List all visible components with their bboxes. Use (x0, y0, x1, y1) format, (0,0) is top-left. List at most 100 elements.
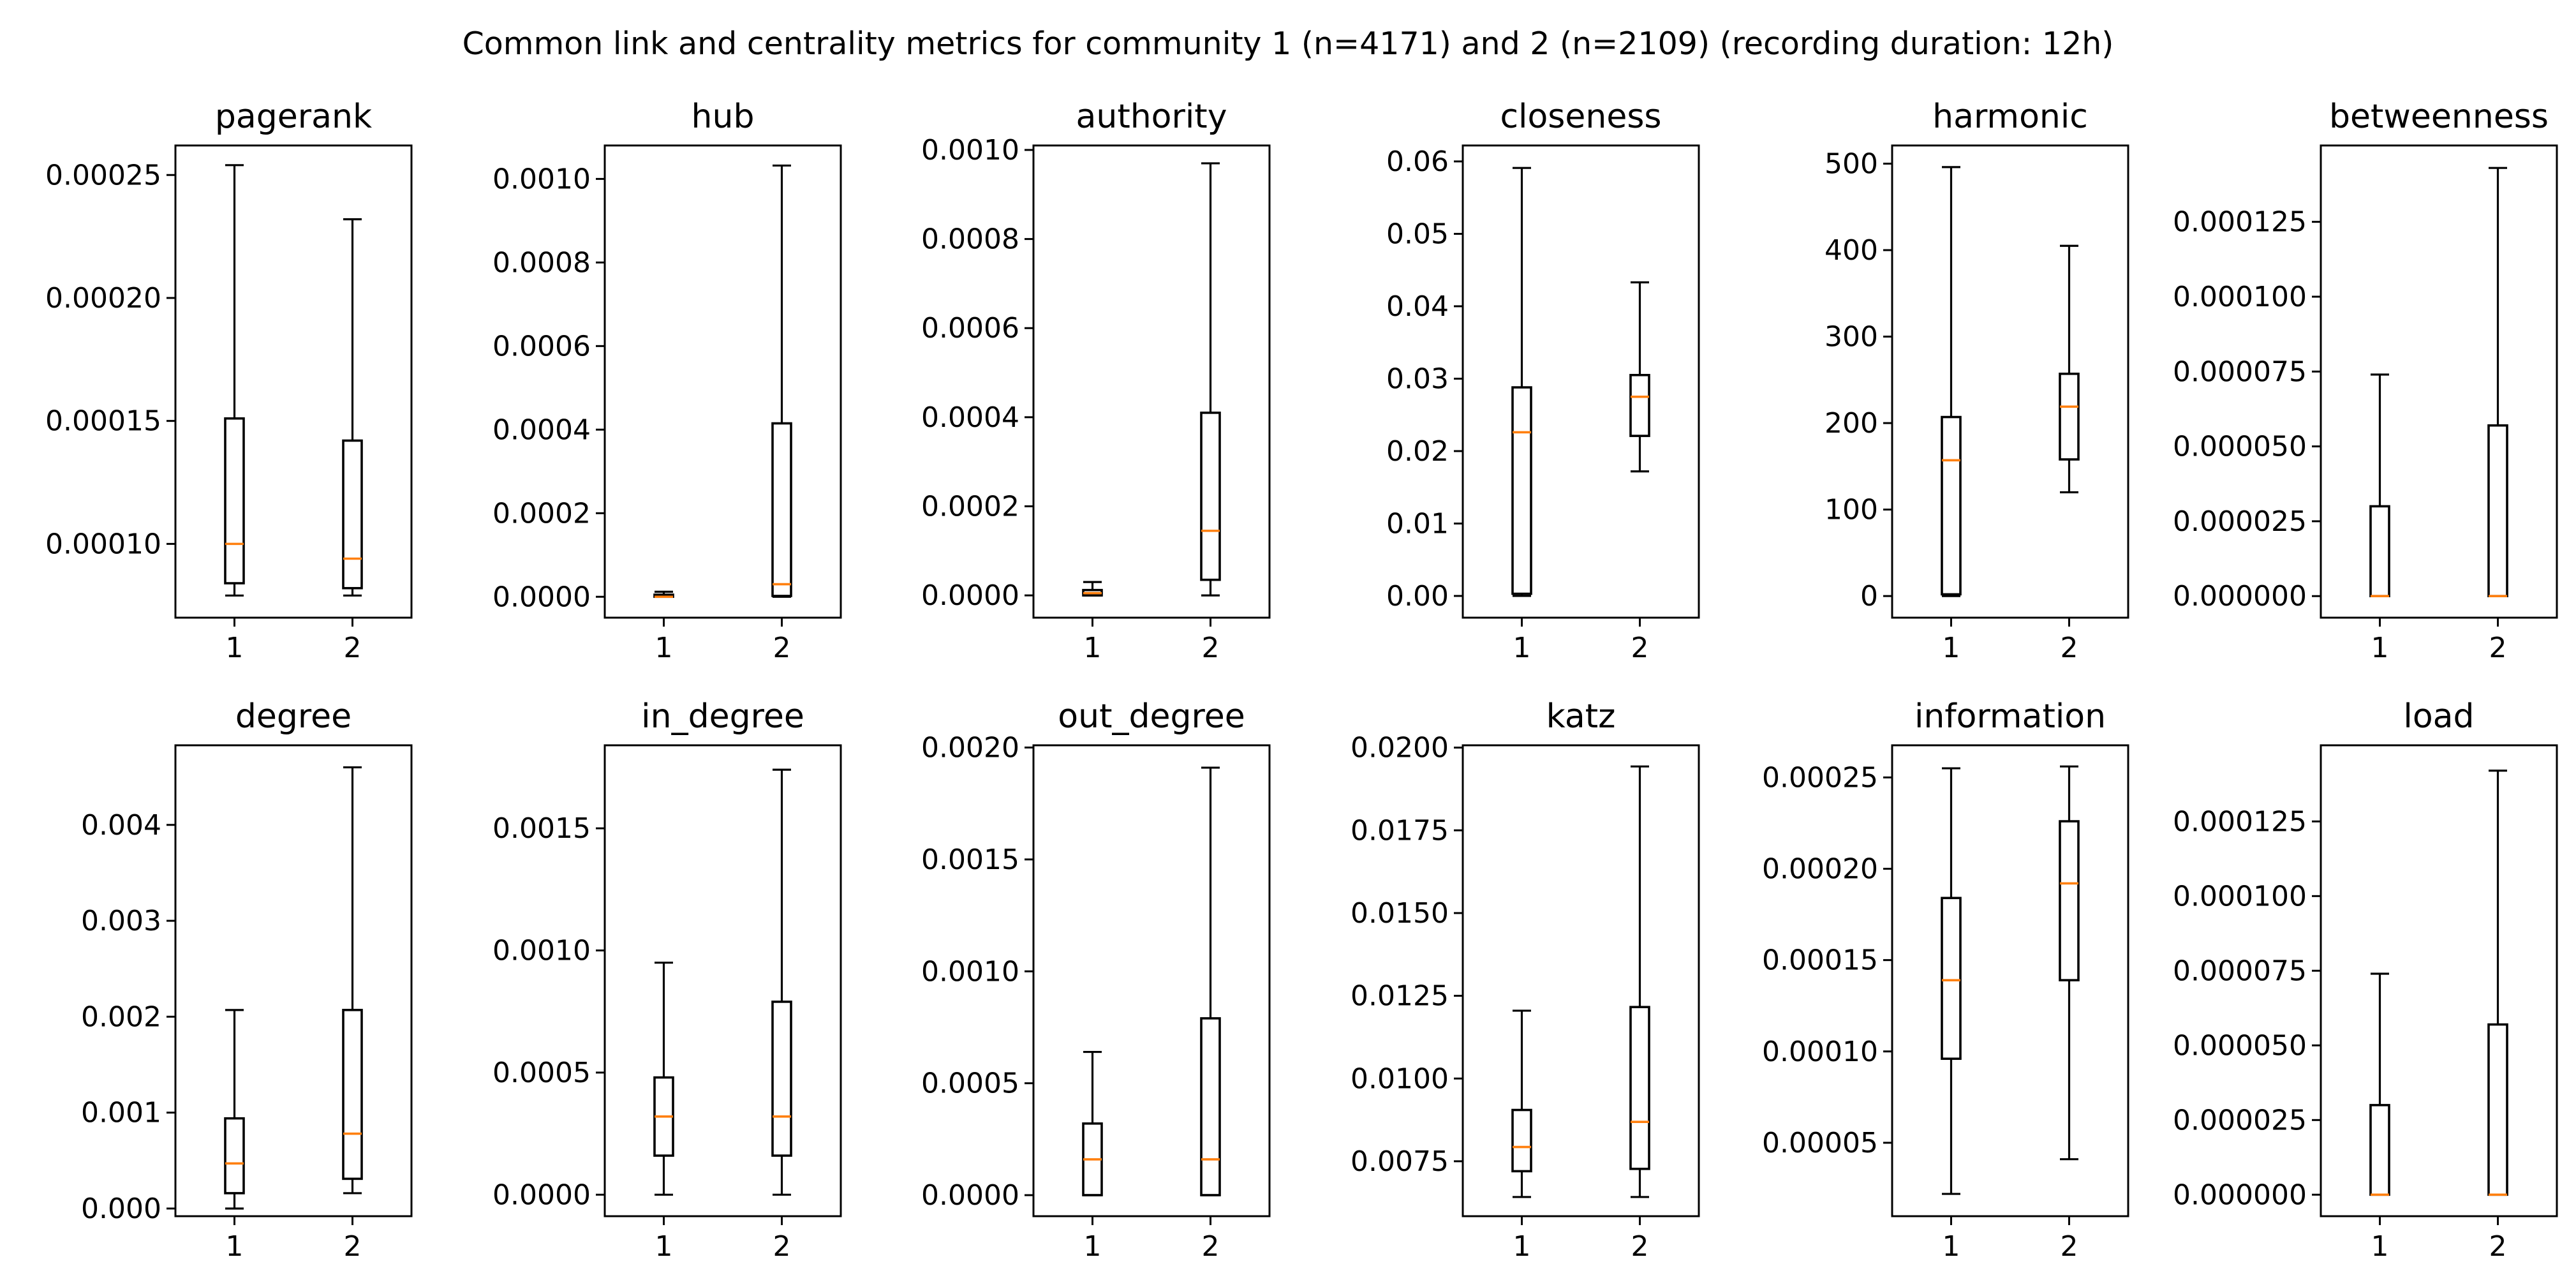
panel-title: closeness (1500, 98, 1661, 136)
y-tick-label: 0.06 (1386, 145, 1449, 178)
iqr-box (342, 439, 363, 590)
y-tick-label: 0.000125 (2173, 805, 2307, 838)
y-tick-label: 0.00 (1386, 580, 1449, 613)
figure-title: Common link and centrality metrics for c… (463, 26, 2114, 62)
panel-title: in_degree (641, 697, 804, 736)
y-tick-label: 0.0010 (921, 955, 1019, 988)
y-tick-label: 0.0008 (921, 223, 1019, 256)
x-tick-label: 2 (1631, 632, 1649, 664)
x-tick-label: 1 (1943, 1230, 1960, 1263)
box-community-1 (1941, 767, 1962, 1195)
y-tick-label: 0.0004 (921, 401, 1019, 434)
box-community-2 (2059, 244, 2080, 494)
box-community-1 (1082, 581, 1103, 597)
panel-title: katz (1546, 697, 1616, 736)
box-community-1 (1511, 167, 1532, 597)
box-community-2 (1200, 766, 1221, 1196)
iqr-box (2059, 820, 2080, 981)
x-tick-label: 2 (2489, 1230, 2507, 1263)
x-tick-label: 1 (1084, 1230, 1102, 1263)
y-tick-label: 0.00015 (45, 405, 161, 438)
y-tick-label: 0.00020 (45, 282, 161, 315)
x-tick-label: 1 (1943, 632, 1960, 664)
box-community-2 (1200, 162, 1221, 597)
y-tick-label: 0.0010 (492, 163, 591, 195)
y-tick-label: 0.0006 (921, 312, 1019, 345)
y-tick-label: 0.0010 (492, 935, 591, 967)
box-community-2 (2487, 770, 2508, 1196)
y-tick-label: 0.000000 (2173, 580, 2307, 613)
iqr-box (1511, 1108, 1532, 1173)
x-tick-label: 1 (2371, 632, 2389, 664)
x-tick-label: 2 (344, 632, 362, 664)
y-tick-label: 0.02 (1386, 435, 1449, 468)
y-tick-label: 0.000075 (2173, 355, 2307, 388)
x-tick-label: 2 (1631, 1230, 1649, 1263)
iqr-box (224, 417, 245, 584)
y-tick-label: 0.00025 (1762, 761, 1878, 794)
panel-hub: hub 0.0000 0.0002 0.0004 0.0006 0.0008 0.0010 1… (492, 98, 842, 664)
y-tick-label: 0.0004 (492, 413, 591, 446)
box-community-2 (1629, 281, 1650, 473)
box-community-2 (771, 768, 792, 1196)
y-tick-label: 0.0000 (921, 1179, 1019, 1212)
y-tick-label: 0.0125 (1351, 980, 1449, 1013)
panel-title: harmonic (1932, 98, 2088, 136)
y-tick-label: 0.0008 (492, 246, 591, 279)
x-tick-label: 1 (1513, 632, 1531, 664)
box-community-1 (2369, 972, 2390, 1196)
iqr-box (1629, 373, 1650, 437)
y-tick-label: 0.0075 (1351, 1145, 1449, 1178)
box-community-1 (2369, 373, 2390, 598)
iqr-box (1941, 415, 1962, 596)
panel-title: degree (235, 697, 352, 736)
y-tick-label: 0.0150 (1351, 897, 1449, 930)
y-tick-label: 0.000050 (2173, 1029, 2307, 1062)
box-community-2 (342, 766, 363, 1194)
y-tick-label: 200 (1825, 407, 1878, 440)
y-tick-label: 0.0002 (921, 490, 1019, 523)
x-tick-label: 2 (2061, 632, 2078, 664)
iqr-box (1200, 412, 1221, 581)
y-tick-label: 300 (1825, 321, 1878, 353)
x-tick-label: 1 (655, 632, 673, 664)
box-community-1 (1082, 1050, 1103, 1196)
axes-frame (1462, 144, 1700, 619)
axes-frame (174, 144, 413, 619)
panel-authority: authority 0.0000 0.0002 0.0004 0.0006 0.0008 0… (921, 98, 1271, 664)
box-community-1 (224, 1009, 245, 1210)
x-tick-label: 1 (1084, 632, 1102, 664)
panel-title: out_degree (1058, 697, 1245, 736)
axes-frame (1032, 144, 1271, 619)
y-tick-label: 0.0010 (921, 134, 1019, 167)
y-tick-label: 0.002 (81, 1001, 161, 1033)
iqr-box (2059, 373, 2080, 461)
panel-title: hub (692, 98, 755, 136)
axes-frame (174, 744, 413, 1217)
iqr-box (1200, 1017, 1221, 1196)
panel-out-degree: out_degree 0.0000 0.0005 0.0010 0.0015 0.0020… (921, 697, 1271, 1263)
box-community-1 (1511, 1009, 1532, 1198)
axes-frame (1891, 744, 2129, 1217)
y-tick-label: 0.0005 (921, 1068, 1019, 1100)
panel-harmonic: harmonic 0 100 200 300 400 500 1 2 (1825, 98, 2129, 664)
axes-frame (1462, 744, 1700, 1217)
panel-in-degree: in_degree 0.0000 0.0005 0.0010 0.0015 1 2 (492, 697, 842, 1263)
y-tick-label: 0.000100 (2173, 880, 2307, 912)
panel-degree: degree 0.000 0.001 0.002 0.003 0.004 1 2 (81, 697, 413, 1263)
x-tick-label: 1 (655, 1230, 673, 1263)
y-tick-label: 0.001 (81, 1097, 161, 1129)
box-community-2 (342, 218, 363, 597)
y-tick-label: 0.01 (1386, 507, 1449, 540)
y-tick-label: 0.0000 (921, 579, 1019, 612)
y-tick-label: 0.0000 (492, 581, 591, 613)
y-tick-label: 0.000 (81, 1193, 161, 1225)
y-tick-label: 0.000025 (2173, 1104, 2307, 1136)
iqr-box (771, 422, 792, 597)
iqr-box (771, 1001, 792, 1157)
y-tick-label: 0.00010 (45, 528, 161, 560)
x-tick-label: 2 (2489, 632, 2507, 664)
